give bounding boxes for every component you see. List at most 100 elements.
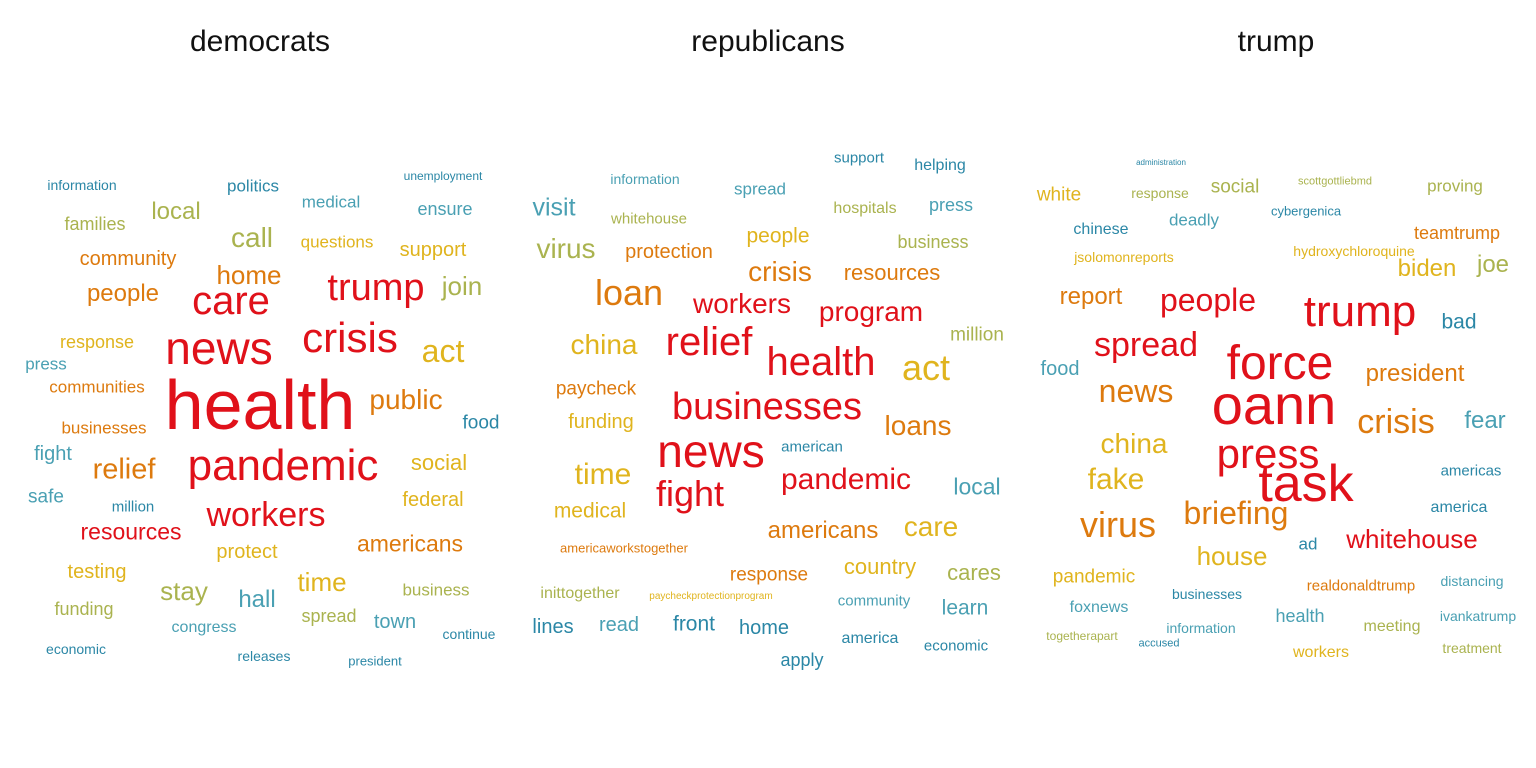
- word-fight: fight: [655, 473, 725, 514]
- word-unemployment: unemployment: [403, 169, 483, 183]
- word-country: country: [843, 554, 917, 579]
- panel-title: republicans: [691, 25, 845, 58]
- word-food: food: [462, 412, 500, 434]
- word-join: join: [441, 271, 483, 301]
- word-people: people: [86, 280, 160, 307]
- word-press: press: [25, 354, 67, 374]
- word-local: local: [953, 473, 1001, 500]
- panel-trump: trump oann force task trump press people sprea…: [1016, 0, 1536, 768]
- word-meeting: meeting: [1363, 618, 1421, 635]
- word-crisis: crisis: [748, 256, 812, 287]
- word-cybergenica: cybergenica: [1270, 203, 1342, 219]
- panel-republicans: republicans news businesses health relief fi…: [508, 0, 1028, 768]
- word-response: response: [729, 564, 809, 586]
- word-pandemic: pandemic: [780, 463, 912, 496]
- word-oann: oann: [1211, 373, 1337, 436]
- word-learn: learn: [941, 596, 989, 620]
- word-trump: trump: [1303, 287, 1417, 336]
- word-congress: congress: [171, 619, 237, 636]
- word-americans: americans: [767, 517, 879, 544]
- word-loans: loans: [884, 410, 952, 441]
- word-time: time: [297, 567, 347, 597]
- word-realdonaldtrump: realdonaldtrump: [1306, 577, 1416, 595]
- word-relief: relief: [665, 320, 753, 364]
- word-people: people: [1159, 282, 1257, 318]
- word-report: report: [1059, 283, 1123, 310]
- word-spread: spread: [1094, 326, 1198, 364]
- word-crisis: crisis: [302, 314, 398, 361]
- word-funding: funding: [568, 411, 634, 433]
- word-treatment: treatment: [1442, 640, 1502, 656]
- word-chinese: chinese: [1073, 221, 1129, 238]
- word-visit: visit: [532, 193, 576, 222]
- word-stay: stay: [160, 576, 208, 606]
- word-china: china: [570, 329, 638, 360]
- word-support: support: [399, 239, 467, 261]
- word-lines: lines: [532, 616, 574, 638]
- word-pandemic: pandemic: [187, 441, 379, 490]
- word-togetherapart: togetherapart: [1046, 629, 1118, 643]
- word-medical: medical: [301, 192, 361, 212]
- word-public: public: [369, 384, 443, 415]
- word-briefing: briefing: [1183, 495, 1289, 531]
- word-cares: cares: [947, 560, 1001, 585]
- word-virus: virus: [1079, 504, 1157, 545]
- word-force: force: [1226, 337, 1334, 390]
- word-americaworkstogether: americaworkstogether: [560, 540, 688, 556]
- word-support: support: [833, 149, 885, 167]
- word-protection: protection: [625, 241, 713, 263]
- word-million: million: [111, 498, 155, 516]
- word-economic: economic: [923, 637, 989, 655]
- word-spread: spread: [734, 179, 786, 199]
- word-inittogether: inittogether: [540, 585, 620, 602]
- word-cloud: health pandemic news crisis care trump workers…: [0, 0, 520, 768]
- word-businesses: businesses: [671, 386, 863, 428]
- word-testing: testing: [67, 561, 127, 583]
- word-news: news: [657, 425, 765, 477]
- word-health: health: [766, 340, 876, 384]
- word-loan: loan: [594, 272, 664, 313]
- word-business: business: [402, 580, 470, 600]
- word-releases: releases: [237, 648, 291, 664]
- word-community: community: [837, 592, 911, 610]
- word-fight: fight: [34, 443, 72, 465]
- word-information: information: [1166, 620, 1236, 636]
- word-president: president: [1365, 360, 1465, 387]
- word-social: social: [410, 450, 468, 475]
- word-act: act: [421, 333, 465, 369]
- panel-democrats: democrats health pandemic news crisis care tr…: [0, 0, 520, 768]
- word-helping: helping: [914, 157, 966, 174]
- word-pandemic: pandemic: [1052, 566, 1136, 588]
- word-questions: questions: [300, 232, 374, 252]
- word-ad: ad: [1298, 534, 1318, 554]
- word-paycheck: paycheck: [555, 378, 637, 400]
- word-home: home: [738, 617, 790, 639]
- word-home: home: [216, 260, 282, 290]
- word-news: news: [1098, 373, 1174, 409]
- word-call: call: [230, 222, 274, 253]
- word-white: white: [1036, 184, 1082, 206]
- word-virus: virus: [536, 233, 596, 264]
- word-care: care: [192, 279, 270, 323]
- word-hospitals: hospitals: [833, 200, 897, 217]
- word-front: front: [672, 612, 716, 636]
- word-joe: joe: [1476, 251, 1510, 278]
- word-safe: safe: [28, 486, 64, 508]
- word-resources: resources: [80, 518, 182, 545]
- word-trump: trump: [327, 267, 425, 309]
- word-biden: biden: [1397, 255, 1457, 282]
- word-jsolomonreports: jsolomonreports: [1074, 249, 1174, 265]
- word-business: business: [897, 232, 969, 252]
- word-america: america: [841, 630, 899, 647]
- word-spread: spread: [301, 606, 357, 626]
- word-workers: workers: [1292, 644, 1350, 661]
- word-cloud: oann force task trump press people spread white…: [1016, 0, 1536, 768]
- word-social: social: [1210, 176, 1260, 198]
- word-protect: protect: [216, 541, 278, 563]
- word-fake: fake: [1087, 463, 1145, 496]
- word-hydroxychloroquine: hydroxychloroquine: [1293, 243, 1415, 259]
- word-town: town: [373, 611, 417, 633]
- word-americans: americans: [356, 530, 464, 557]
- word-families: families: [64, 214, 126, 234]
- word-response: response: [1131, 185, 1189, 201]
